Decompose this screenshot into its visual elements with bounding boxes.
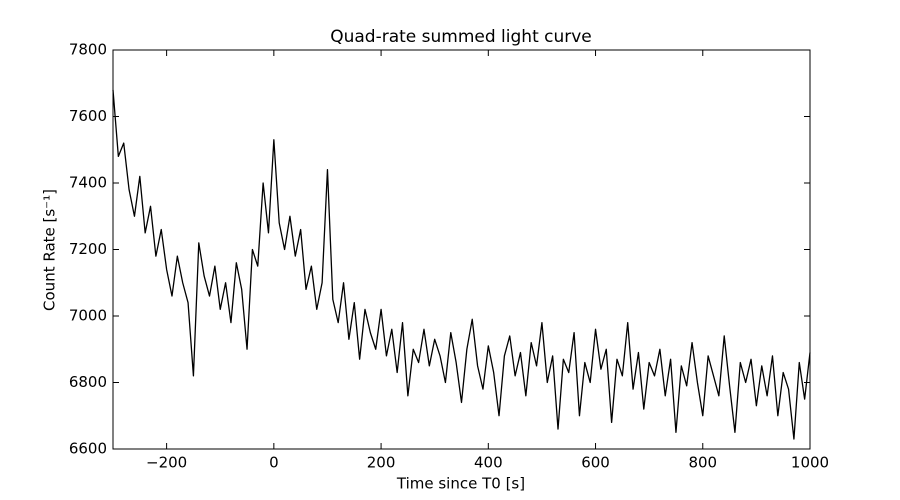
y-tick-label: 7200 bbox=[69, 240, 107, 258]
x-tick-label: −200 bbox=[146, 454, 187, 472]
y-tick-label: 7000 bbox=[69, 307, 107, 325]
x-tick-label: 1000 bbox=[791, 454, 829, 472]
y-tick-label: 7400 bbox=[69, 174, 107, 192]
chart-title: Quad-rate summed light curve bbox=[330, 27, 592, 47]
x-axis-label: Time since T0 [s] bbox=[396, 475, 525, 493]
x-tick-label: 200 bbox=[367, 454, 396, 472]
y-tick-label: 6600 bbox=[69, 440, 107, 458]
y-tick-label: 7800 bbox=[69, 41, 107, 59]
data-line bbox=[112, 89, 811, 440]
x-tick-label: 400 bbox=[474, 454, 503, 472]
y-axis-label: Count Rate [s⁻¹] bbox=[41, 189, 59, 311]
y-tick-label: 7600 bbox=[69, 107, 107, 125]
y-tick-label: 6800 bbox=[69, 373, 107, 391]
x-tick-label: 0 bbox=[269, 454, 279, 472]
x-tick-label: 600 bbox=[581, 454, 610, 472]
x-tick-label: 800 bbox=[688, 454, 717, 472]
